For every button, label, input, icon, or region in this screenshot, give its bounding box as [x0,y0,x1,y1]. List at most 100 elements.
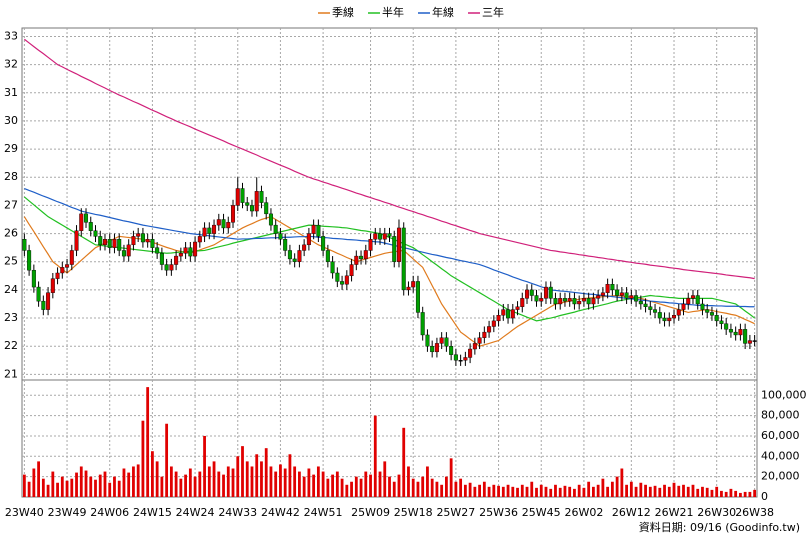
volume-bar [743,491,747,497]
candle-body [468,348,473,358]
y-tick-label: 21 [4,367,18,380]
volume-bar [748,491,752,497]
volume-bar [667,486,671,497]
candle-body [472,343,477,350]
x-tick-label: 23W40 [5,506,44,519]
volume-bar [449,458,453,497]
candle-body [700,303,705,310]
candle-body [615,289,620,296]
candle-body [245,202,250,206]
volume-bar [539,484,543,497]
volume-bar [435,481,439,497]
volume-bar [373,415,377,497]
candle-body [69,250,74,265]
candle-body [738,329,743,336]
source-note: 資料日期: 09/16 (Goodinfo.tw) [639,520,800,534]
candle-body [183,247,188,254]
candle-body [363,250,368,260]
ma-line [24,38,755,280]
candle-body [325,250,330,262]
candle-body [477,337,482,344]
x-tick-label: 24W06 [90,506,129,519]
candle-body [131,236,136,246]
candle-body [311,224,316,234]
volume-bar [188,468,192,497]
volume-bar [193,476,197,497]
candle-body [340,281,345,285]
volume-bar [407,466,410,497]
candle-body [107,238,112,248]
candle-body [406,286,411,291]
volume-bar [629,481,633,497]
candle-body [121,250,126,257]
candle-body [140,233,145,243]
candle-body [93,230,98,237]
volume-bar [108,482,112,497]
candle-body [79,213,84,231]
candle-body [297,250,302,262]
candle-body [292,258,297,262]
volume-bar [151,451,154,497]
candle-body [378,233,383,240]
candle-body [624,292,629,299]
volume-bar [696,488,700,497]
candle-body [695,295,700,305]
candle-body [586,298,591,305]
volume-bar [27,481,31,497]
volume-bar [677,485,681,497]
volume-bar [563,485,567,497]
candle-body [169,264,174,271]
candle-body [373,233,378,240]
volume-bar [573,488,576,497]
volume-bar [307,468,311,497]
candle-body [581,298,586,302]
candle-body [558,298,563,305]
y2-tick-label: 0 [761,490,768,503]
volume-bar [46,484,50,497]
candle-body [316,224,321,237]
candle-body [287,250,292,260]
candle-body [117,238,122,251]
volume-bar [554,484,557,497]
volume-bar [79,466,83,497]
candle-body [491,320,496,327]
volume-bar [530,481,534,497]
plot-frame [21,27,758,498]
candle-body [60,267,65,274]
volume-bar [207,466,211,497]
volume-bar [165,423,169,497]
volume-bar [658,487,662,497]
candle-body [515,306,520,310]
volume-bar [122,468,126,497]
legend-label: 年線 [432,5,454,19]
volume-bar [60,476,64,497]
x-tick-label: 25W18 [394,506,433,519]
volume-bar [255,454,259,497]
candle-body [733,331,738,336]
candle-body [676,309,681,316]
volume-bar [715,486,719,497]
candle-body [235,188,240,206]
volume-bar [506,484,510,497]
volume-bar [478,484,481,497]
candle-body [335,272,340,282]
candle-body [36,286,41,302]
candle-body [567,298,572,302]
volume-bar [705,487,709,497]
y2-tick-label: 60,000 [761,429,800,442]
volume-bar [463,484,467,497]
candle-body [705,309,710,313]
volume-bar [169,466,173,497]
volume-bar [663,484,666,497]
volume-bar [516,487,519,497]
candle-body [667,317,672,322]
x-tick-label: 26W30 [697,506,736,519]
volume-bar [582,487,586,497]
candle-body [430,346,435,353]
volume-bar [672,482,676,497]
candle-body [268,213,273,226]
volume-bar [288,454,292,497]
volume-bar [113,476,116,497]
volume-bar [141,420,145,497]
